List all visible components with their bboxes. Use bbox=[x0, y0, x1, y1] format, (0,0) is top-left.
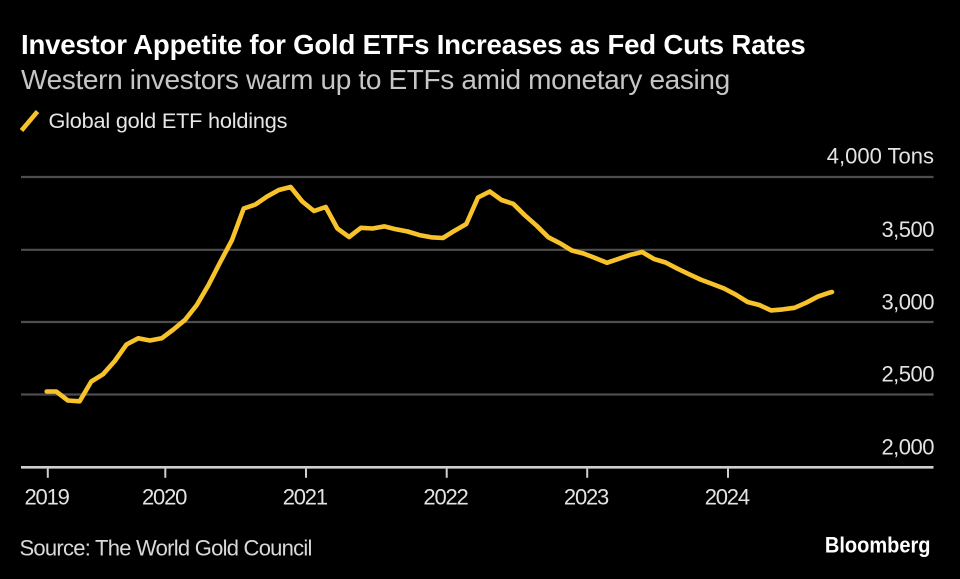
svg-text:2020: 2020 bbox=[142, 485, 187, 510]
svg-text:3,000: 3,000 bbox=[881, 289, 934, 314]
svg-text:2019: 2019 bbox=[25, 485, 70, 510]
svg-text:2021: 2021 bbox=[283, 485, 328, 510]
svg-text:3,500: 3,500 bbox=[881, 217, 934, 242]
svg-text:2023: 2023 bbox=[564, 485, 609, 510]
svg-text:Western investors warm up to E: Western investors warm up to ETFs amid m… bbox=[21, 64, 730, 95]
svg-text:Global gold ETF holdings: Global gold ETF holdings bbox=[49, 108, 288, 133]
svg-text:2,500: 2,500 bbox=[881, 362, 934, 387]
svg-text:2,000: 2,000 bbox=[881, 434, 934, 459]
svg-text:2022: 2022 bbox=[423, 485, 468, 510]
svg-text:4,000 Tons: 4,000 Tons bbox=[827, 144, 934, 169]
svg-text:Investor Appetite for Gold ETF: Investor Appetite for Gold ETFs Increase… bbox=[21, 29, 806, 60]
svg-text:Bloomberg: Bloomberg bbox=[825, 533, 931, 558]
svg-text:2024: 2024 bbox=[705, 485, 750, 510]
svg-text:Source: The World Gold Council: Source: The World Gold Council bbox=[20, 536, 312, 561]
